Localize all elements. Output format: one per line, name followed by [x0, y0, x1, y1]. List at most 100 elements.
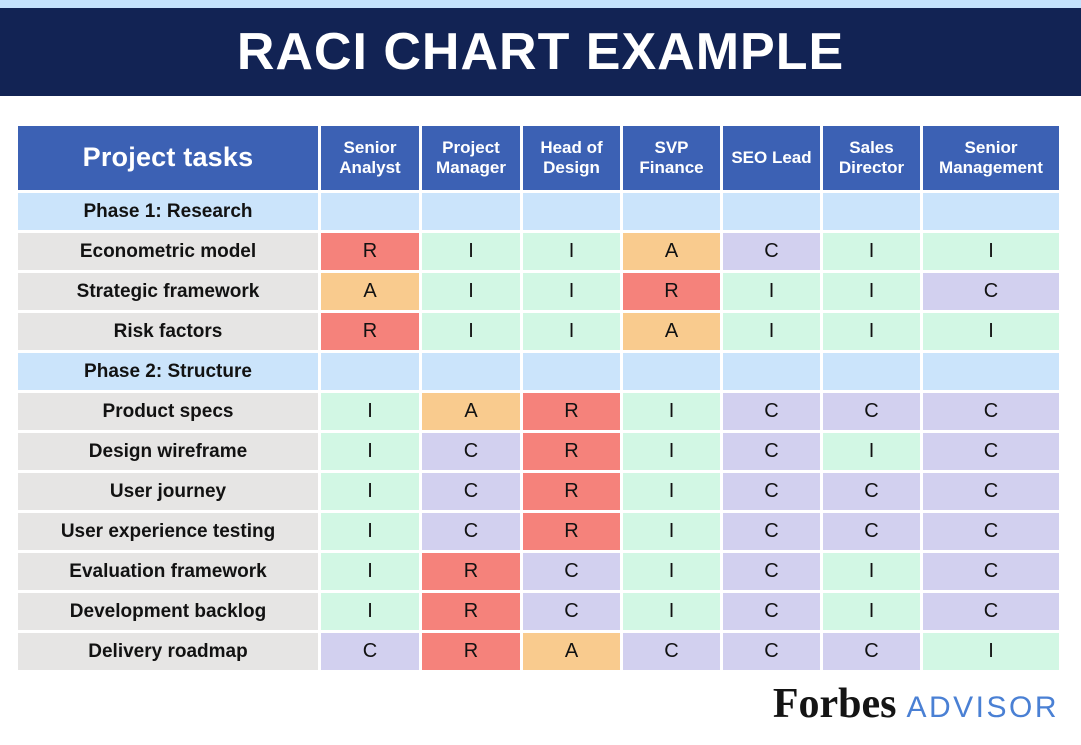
raci-value-cell: I	[623, 473, 720, 510]
column-header: Project Manager	[422, 126, 520, 190]
raci-value-cell: I	[623, 393, 720, 430]
phase-row-empty-cell	[623, 353, 720, 390]
raci-value-cell: C	[723, 473, 820, 510]
raci-value-cell: I	[823, 273, 920, 310]
phase-row-empty-cell	[823, 193, 920, 230]
raci-value-cell: C	[823, 633, 920, 670]
phase-row-empty-cell	[523, 193, 620, 230]
raci-value-cell: I	[523, 233, 620, 270]
raci-value-cell: C	[923, 513, 1059, 550]
raci-value-cell: C	[523, 553, 620, 590]
column-header: Senior Management	[923, 126, 1059, 190]
raci-value-cell: C	[723, 553, 820, 590]
raci-value-cell: I	[923, 233, 1059, 270]
raci-value-cell: I	[623, 433, 720, 470]
raci-value-cell: I	[623, 513, 720, 550]
raci-value-cell: I	[321, 393, 419, 430]
forbes-logo: Forbes	[772, 681, 897, 727]
raci-value-cell: R	[523, 513, 620, 550]
phase-row-empty-cell	[523, 353, 620, 390]
raci-value-cell: R	[523, 473, 620, 510]
raci-value-cell: R	[321, 313, 419, 350]
raci-value-cell: C	[923, 593, 1059, 630]
raci-value-cell: I	[321, 433, 419, 470]
raci-value-cell: R	[321, 233, 419, 270]
raci-value-cell: C	[923, 273, 1059, 310]
raci-value-cell: I	[422, 273, 520, 310]
raci-value-cell: C	[321, 633, 419, 670]
raci-value-cell: C	[422, 513, 520, 550]
raci-value-cell: C	[723, 233, 820, 270]
raci-value-cell: C	[923, 393, 1059, 430]
task-label: Risk factors	[18, 313, 318, 350]
raci-value-cell: I	[321, 593, 419, 630]
raci-value-cell: I	[623, 593, 720, 630]
raci-value-cell: I	[723, 273, 820, 310]
phase-row-empty-cell	[422, 193, 520, 230]
top-accent-strip	[0, 0, 1081, 8]
raci-value-cell: I	[823, 313, 920, 350]
raci-value-cell: C	[823, 473, 920, 510]
raci-value-cell: A	[422, 393, 520, 430]
phase-row-empty-cell	[321, 353, 419, 390]
raci-value-cell: I	[523, 273, 620, 310]
phase-row-empty-cell	[422, 353, 520, 390]
raci-value-cell: I	[623, 553, 720, 590]
phase-row-empty-cell	[923, 193, 1059, 230]
column-header: Head of Design	[523, 126, 620, 190]
raci-value-cell: C	[723, 393, 820, 430]
task-label: Strategic framework	[18, 273, 318, 310]
raci-value-cell: I	[422, 313, 520, 350]
column-header-project-tasks: Project tasks	[18, 126, 318, 190]
phase-row-empty-cell	[321, 193, 419, 230]
column-header: SVP Finance	[623, 126, 720, 190]
phase-row-empty-cell	[723, 193, 820, 230]
task-label: User journey	[18, 473, 318, 510]
task-label: Product specs	[18, 393, 318, 430]
raci-value-cell: I	[823, 233, 920, 270]
raci-value-cell: I	[923, 313, 1059, 350]
raci-value-cell: R	[623, 273, 720, 310]
phase-row-empty-cell	[623, 193, 720, 230]
raci-value-cell: R	[422, 593, 520, 630]
raci-value-cell: C	[823, 513, 920, 550]
raci-value-cell: C	[923, 433, 1059, 470]
phase-row-empty-cell	[823, 353, 920, 390]
raci-value-cell: C	[923, 553, 1059, 590]
column-header: Senior Analyst	[321, 126, 419, 190]
task-label: Evaluation framework	[18, 553, 318, 590]
raci-value-cell: I	[321, 513, 419, 550]
page-title: RACI CHART EXAMPLE	[236, 23, 845, 81]
raci-value-cell: I	[823, 553, 920, 590]
raci-value-cell: C	[723, 513, 820, 550]
raci-value-cell: A	[623, 233, 720, 270]
task-label: Delivery roadmap	[18, 633, 318, 670]
raci-value-cell: C	[523, 593, 620, 630]
raci-value-cell: I	[823, 593, 920, 630]
raci-table-wrapper: Project tasks Senior Analyst Project Manag…	[18, 126, 1063, 670]
task-label: Design wireframe	[18, 433, 318, 470]
raci-value-cell: I	[823, 433, 920, 470]
raci-value-cell: I	[723, 313, 820, 350]
column-header: Sales Director	[823, 126, 920, 190]
phase-row-label: Phase 1: Research	[18, 193, 318, 230]
raci-value-cell: C	[422, 473, 520, 510]
raci-value-cell: A	[523, 633, 620, 670]
raci-value-cell: C	[422, 433, 520, 470]
raci-table: Project tasks Senior Analyst Project Manag…	[18, 126, 1063, 670]
raci-value-cell: C	[723, 433, 820, 470]
raci-value-cell: C	[723, 593, 820, 630]
raci-value-cell: A	[623, 313, 720, 350]
raci-value-cell: C	[823, 393, 920, 430]
raci-value-cell: I	[321, 473, 419, 510]
raci-value-cell: C	[623, 633, 720, 670]
raci-value-cell: I	[923, 633, 1059, 670]
task-label: User experience testing	[18, 513, 318, 550]
raci-value-cell: A	[321, 273, 419, 310]
phase-row-empty-cell	[923, 353, 1059, 390]
raci-value-cell: I	[422, 233, 520, 270]
task-label: Econometric model	[18, 233, 318, 270]
raci-value-cell: R	[422, 633, 520, 670]
phase-row-empty-cell	[723, 353, 820, 390]
column-header: SEO Lead	[723, 126, 820, 190]
